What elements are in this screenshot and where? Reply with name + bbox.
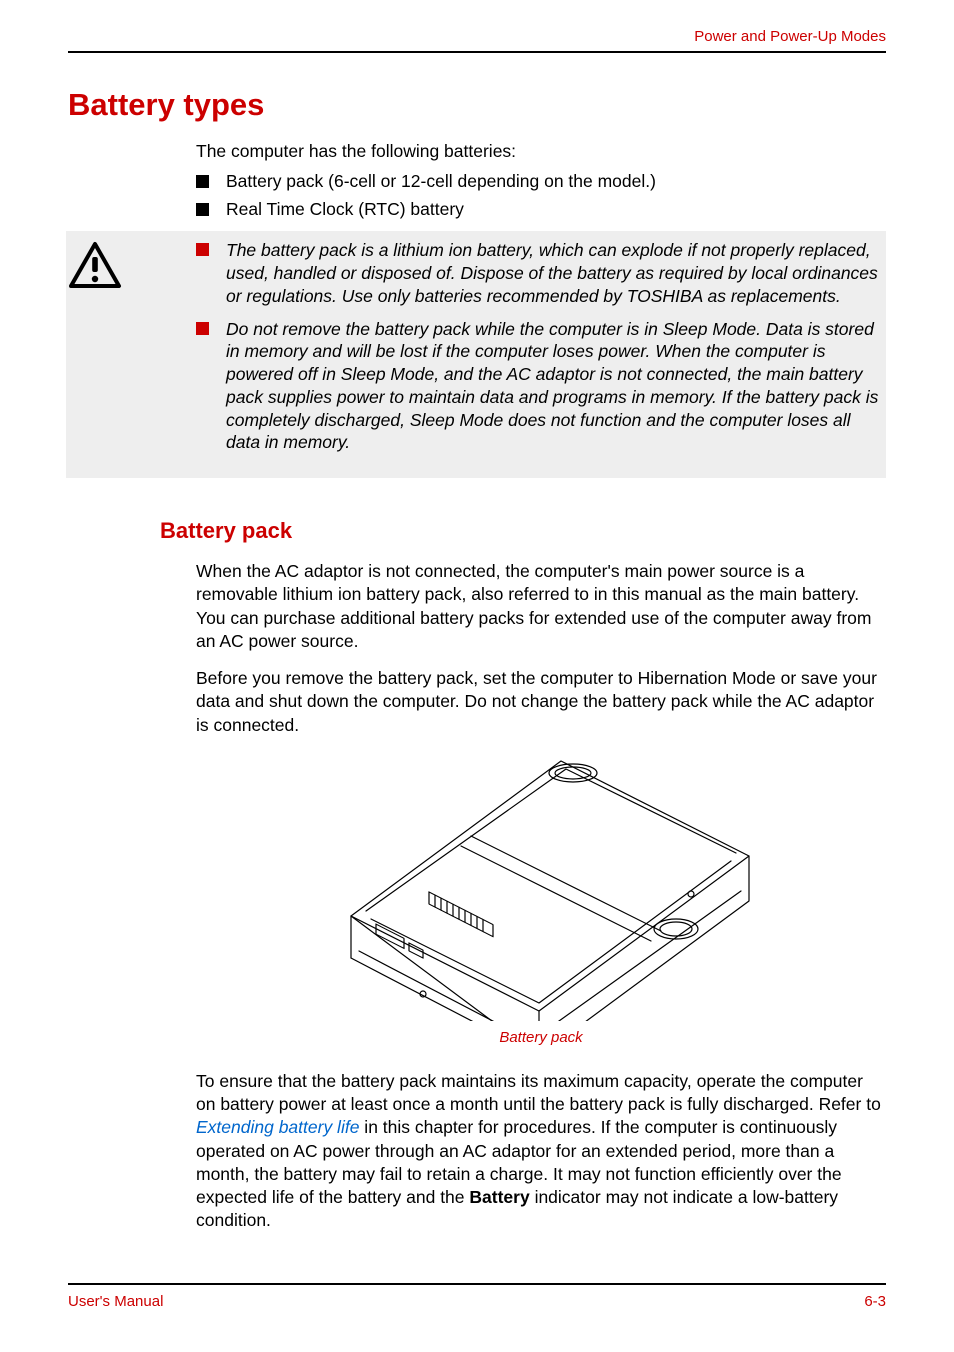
figure-caption: Battery pack	[196, 1029, 886, 1046]
heading-battery-types: Battery types	[68, 87, 886, 123]
list-item: Real Time Clock (RTC) battery	[196, 198, 886, 222]
header-rule	[68, 51, 886, 53]
paragraph: To ensure that the battery pack maintain…	[196, 1070, 886, 1233]
list-item: Do not remove the battery pack while the…	[196, 318, 880, 455]
bold-battery: Battery	[469, 1187, 529, 1207]
paragraph: Before you remove the battery pack, set …	[196, 667, 886, 737]
footer-page-number: 6-3	[864, 1293, 886, 1310]
footer-manual-label: User's Manual	[68, 1293, 163, 1310]
list-item: The battery pack is a lithium ion batter…	[196, 239, 880, 307]
warning-box: The battery pack is a lithium ion batter…	[66, 231, 886, 478]
page-footer: User's Manual 6-3	[68, 1283, 886, 1310]
intro-text: The computer has the following batteries…	[196, 141, 886, 162]
link-extending-battery-life[interactable]: Extending battery life	[196, 1117, 359, 1137]
caution-triangle-icon	[66, 239, 196, 289]
main-content: The computer has the following batteries…	[196, 141, 886, 478]
warning-list: The battery pack is a lithium ion batter…	[196, 239, 880, 454]
header-section-title: Power and Power-Up Modes	[68, 28, 886, 45]
list-item: Battery pack (6-cell or 12-cell dependin…	[196, 170, 886, 194]
battery-bullet-list: Battery pack (6-cell or 12-cell dependin…	[196, 170, 886, 221]
battery-pack-figure	[311, 751, 771, 1021]
text: To ensure that the battery pack maintain…	[196, 1071, 881, 1114]
paragraph: When the AC adaptor is not connected, th…	[196, 560, 886, 653]
heading-battery-pack: Battery pack	[160, 518, 886, 544]
footer-rule	[68, 1283, 886, 1285]
